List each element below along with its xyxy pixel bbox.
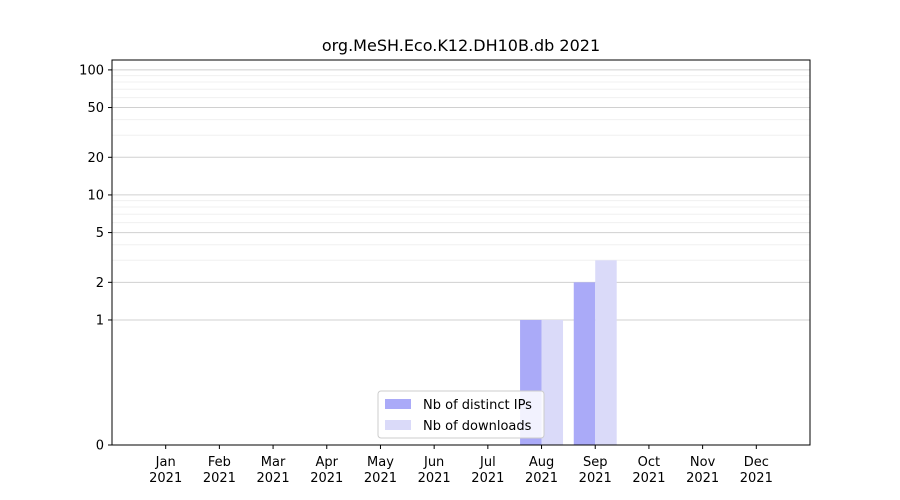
- legend-label-distinct-ips: Nb of distinct IPs: [423, 398, 532, 413]
- y-tick-label: 0: [96, 439, 104, 454]
- y-tick-label: 10: [87, 188, 104, 203]
- x-tick-label: Jun 2021: [418, 455, 451, 486]
- x-tick-label: May 2021: [364, 455, 397, 486]
- y-tick-label: 50: [87, 101, 104, 116]
- grid: [112, 69, 810, 321]
- legend-swatch-distinct-ips: [385, 399, 411, 409]
- legend-box: [377, 390, 545, 439]
- y-tick-label: 100: [79, 63, 104, 78]
- x-axis-ticks: Jan 2021 Feb 2021 Mar 2021 Apr 2021 May 2021 Jun 20…: [149, 445, 773, 486]
- bar-distinct-ips: [573, 282, 596, 445]
- y-tick-label: 1: [96, 313, 104, 328]
- chart-title: org.MeSH.Eco.K12.DH10B.db 2021: [322, 36, 600, 55]
- legend-label-downloads: Nb of downloads: [423, 419, 532, 434]
- x-tick-label: Sep 2021: [579, 455, 612, 486]
- x-tick-label: Nov 2021: [686, 455, 719, 486]
- x-tick-label: Dec 2021: [740, 455, 773, 486]
- y-axis-ticks: 0 1 2 5 10 20 50 100: [79, 63, 112, 454]
- x-tick-label: Oct 2021: [632, 455, 665, 486]
- bar-downloads: [595, 260, 617, 445]
- legend-swatch-downloads: [385, 420, 411, 430]
- legend: Nb of distinct IPs Nb of downloads: [377, 390, 545, 439]
- y-tick-label: 5: [96, 226, 104, 241]
- x-tick-label: Jan 2021: [149, 455, 182, 486]
- bar-downloads: [541, 319, 564, 445]
- plot-frame: [111, 59, 811, 446]
- y-tick-label: 20: [87, 151, 104, 166]
- x-tick-label: Feb 2021: [203, 455, 236, 486]
- y-tick-label: 2: [96, 276, 104, 291]
- x-tick-label: Apr 2021: [310, 455, 343, 486]
- x-tick-label: Jul 2021: [471, 455, 504, 486]
- x-tick-label: Mar 2021: [257, 455, 290, 486]
- x-tick-label: Aug 2021: [525, 455, 558, 486]
